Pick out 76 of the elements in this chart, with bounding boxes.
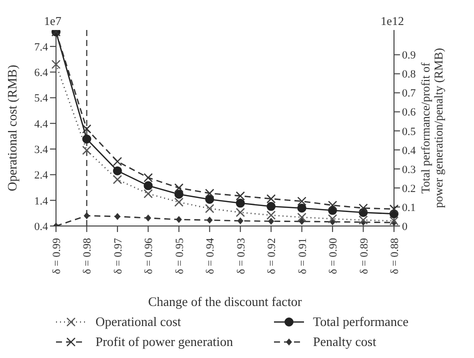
point xyxy=(297,212,306,222)
y2-tick-label: 0.4 xyxy=(402,144,416,157)
point xyxy=(206,216,213,224)
point xyxy=(328,214,338,224)
point xyxy=(236,198,245,208)
point xyxy=(114,212,120,220)
y-tick-label: 1.4 xyxy=(34,195,48,208)
point xyxy=(328,200,338,210)
y2-tick-label: 0.5 xyxy=(402,126,416,138)
point xyxy=(236,191,245,201)
point xyxy=(268,218,274,225)
y2-tick-label: 0.2 xyxy=(402,182,416,195)
y-tick-label: 0.4 xyxy=(34,220,48,233)
point xyxy=(82,134,92,144)
y-tick-label: 3.4 xyxy=(34,144,48,156)
point xyxy=(174,183,184,193)
y-tick-label: 2.4 xyxy=(34,170,48,182)
legend-label: Total performance xyxy=(313,314,408,330)
text: 1e12 xyxy=(380,14,404,29)
y2-tick-label: 0.9 xyxy=(402,50,416,62)
legend-label: Profit of power generation xyxy=(95,334,234,350)
y2-tick-label: 0.8 xyxy=(402,68,416,81)
point xyxy=(51,60,61,69)
point xyxy=(389,204,399,214)
point xyxy=(266,194,276,204)
point xyxy=(266,210,276,220)
point xyxy=(82,124,92,134)
point xyxy=(298,218,305,225)
y2-tick-label: 0 xyxy=(402,220,408,233)
y-tick-label: 5.4 xyxy=(34,92,48,105)
point xyxy=(236,208,245,218)
y2-tick-label: 0.7 xyxy=(402,88,416,100)
point xyxy=(237,217,244,224)
point xyxy=(144,181,153,190)
point xyxy=(144,189,153,198)
x-tick-label: δ = 0.92 xyxy=(266,238,278,274)
point xyxy=(205,204,214,214)
point xyxy=(144,173,153,182)
point xyxy=(358,216,368,225)
x-tick-label: δ = 0.98 xyxy=(82,238,94,274)
y2-tick-label: 0.6 xyxy=(402,106,416,119)
legend-label: Operational cost xyxy=(95,314,182,330)
point xyxy=(145,214,152,222)
point xyxy=(174,190,184,199)
point xyxy=(205,194,214,204)
point xyxy=(297,196,306,206)
x-tick-label: δ = 0.89 xyxy=(358,238,370,274)
point xyxy=(82,146,92,155)
x-tick-label: δ = 0.94 xyxy=(204,238,217,274)
y-tick-label: 6.4 xyxy=(34,66,48,79)
point xyxy=(205,188,214,198)
point xyxy=(84,212,90,220)
legend-label: Penalty cost xyxy=(313,334,376,350)
point xyxy=(174,198,184,207)
point xyxy=(112,166,122,176)
point xyxy=(176,216,182,224)
y2-tick-label: 0.1 xyxy=(402,202,416,214)
y-tick-label: 4.4 xyxy=(34,118,48,130)
point xyxy=(358,204,368,213)
point xyxy=(266,202,276,211)
point xyxy=(112,174,122,184)
y2-tick-label: 0.3 xyxy=(402,164,416,176)
x-tick-label: δ = 0.96 xyxy=(143,238,156,274)
point xyxy=(112,156,122,166)
x-tick-label: δ = 0.91 xyxy=(296,238,309,274)
x-tick-label: δ = 0.99 xyxy=(51,238,63,274)
point xyxy=(297,204,306,213)
y2-axis-title: Total performance/profit of power generation/penalty (RMB) xyxy=(418,48,446,208)
y-tick-label: 7.4 xyxy=(34,41,48,54)
x-axis-title: Change of the discount factor xyxy=(148,294,303,309)
x-tick-label: δ = 0.95 xyxy=(174,238,186,274)
x-tick-label: δ = 0.97 xyxy=(112,238,124,274)
text: 1e7 xyxy=(44,14,62,29)
x-tick-label: δ = 0.88 xyxy=(389,238,401,274)
x-tick-label: δ = 0.90 xyxy=(328,238,340,274)
x-tick-label: δ = 0.93 xyxy=(235,238,248,274)
